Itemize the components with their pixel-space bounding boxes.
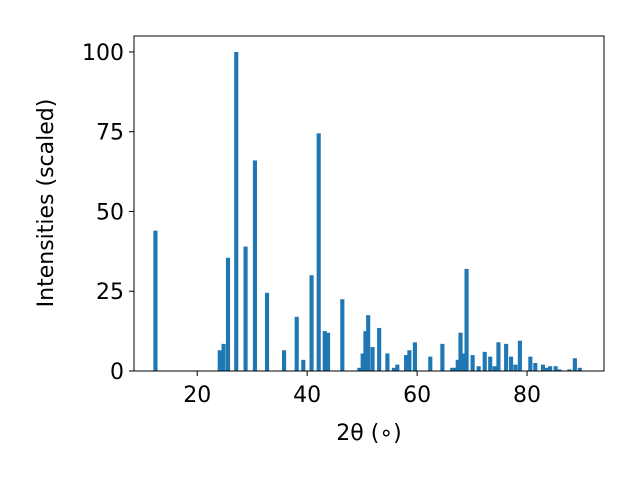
bar [496, 342, 501, 371]
bar [366, 315, 371, 371]
bar [513, 364, 518, 371]
bar [395, 364, 400, 371]
x-tick-label: 20 [183, 383, 211, 408]
y-tick-label: 25 [96, 280, 124, 305]
bar [452, 367, 458, 371]
bar [357, 367, 362, 371]
bar [243, 246, 248, 371]
x-tick-label: 80 [513, 383, 541, 408]
x-tick-label: 60 [403, 383, 431, 408]
bar [370, 347, 375, 371]
bar [234, 51, 239, 371]
bar [544, 367, 549, 371]
bar [264, 292, 270, 371]
y-tick-label: 50 [96, 200, 124, 225]
bar [470, 355, 475, 371]
bar [450, 367, 455, 371]
bars-group [153, 51, 582, 371]
bar [504, 343, 509, 371]
bar [221, 343, 226, 371]
bar [340, 299, 345, 371]
bar [294, 316, 299, 371]
bar [385, 353, 390, 371]
bar [225, 257, 231, 371]
bar [391, 367, 397, 371]
x-axis-label: 2θ (∘) [336, 421, 401, 446]
y-tick-label: 0 [110, 360, 124, 385]
y-axis-ticks: 0 25 50 75 100 [82, 41, 134, 385]
bar [363, 331, 368, 371]
bar [464, 268, 469, 371]
y-tick-label: 75 [96, 121, 124, 146]
bar [517, 340, 522, 371]
x-tick-label: 40 [293, 383, 321, 408]
bar [404, 355, 409, 371]
bar [540, 364, 546, 371]
bar [528, 356, 533, 371]
bar [572, 358, 577, 371]
bar [509, 356, 514, 371]
bar [252, 160, 257, 371]
x-axis-ticks: 20 40 60 80 [183, 371, 541, 408]
bar [217, 350, 222, 371]
bar [282, 350, 287, 371]
bar [301, 359, 306, 371]
bar [322, 331, 327, 371]
bar [548, 366, 553, 371]
bar [557, 369, 562, 371]
bar [428, 356, 433, 371]
bar [476, 366, 481, 371]
bar [461, 353, 466, 371]
bar [482, 351, 487, 371]
bar [407, 350, 412, 371]
y-axis-label: Intensities (scaled) [34, 99, 59, 308]
plot-frame [133, 35, 605, 372]
bar [488, 356, 493, 371]
bar [577, 367, 582, 371]
bar [455, 359, 460, 371]
bar [440, 343, 445, 371]
bar [360, 353, 365, 371]
bar [553, 366, 558, 371]
bar [492, 366, 497, 371]
bar [567, 369, 572, 371]
bar [533, 363, 538, 371]
bar [412, 342, 417, 371]
bar [458, 332, 463, 371]
bar [325, 332, 331, 371]
bar [309, 275, 314, 371]
y-tick-label: 100 [82, 41, 124, 66]
bar [153, 230, 158, 371]
bar [377, 327, 382, 371]
bar [316, 133, 321, 371]
